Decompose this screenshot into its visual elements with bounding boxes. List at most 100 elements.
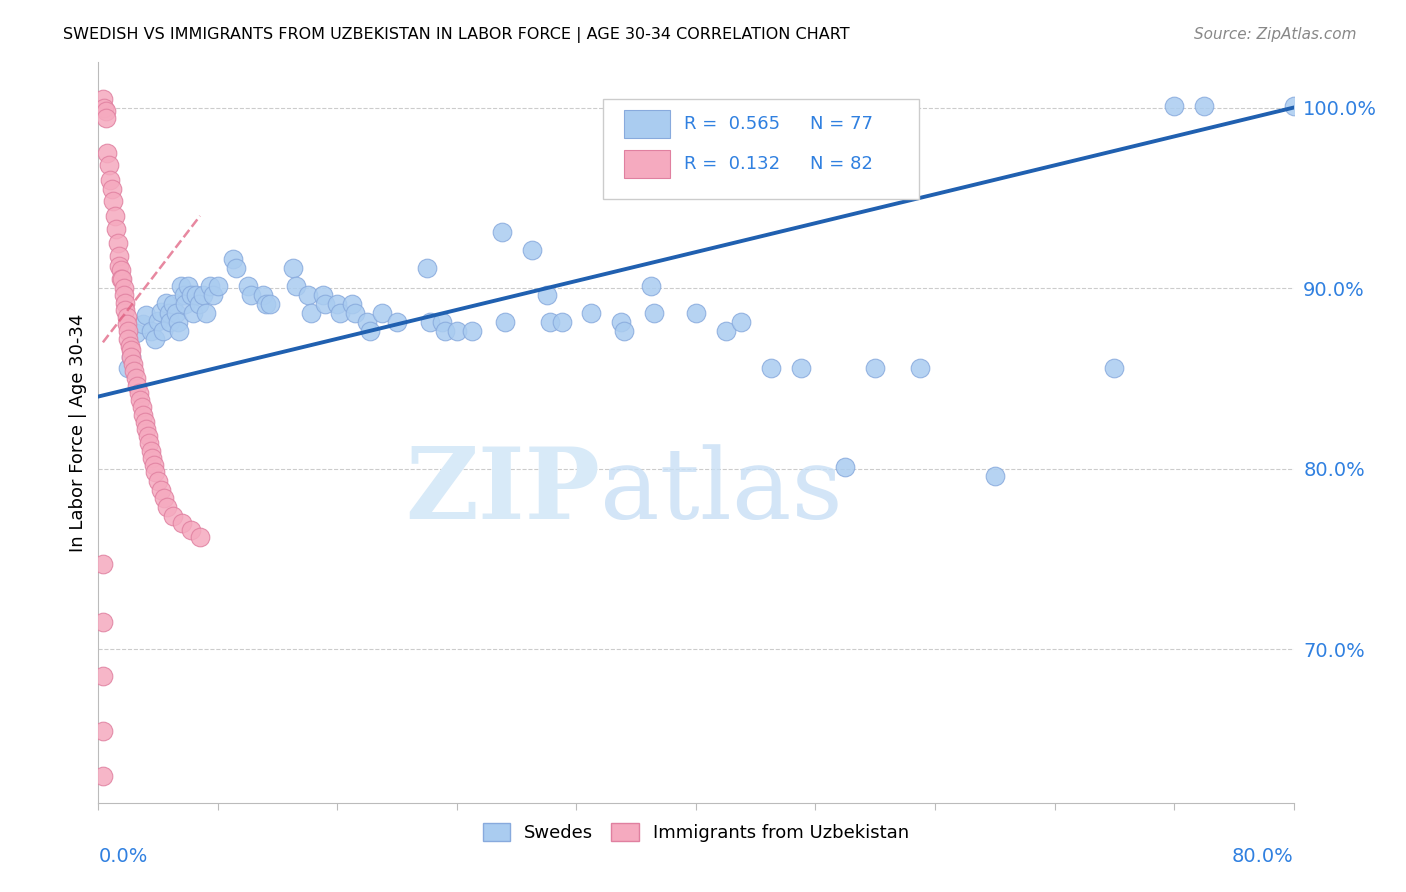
Point: [91, 669, 114, 683]
Bar: [624, 110, 669, 138]
FancyBboxPatch shape: [603, 99, 920, 200]
Point: [174, 297, 197, 311]
Point: [908, 360, 931, 375]
Point: [520, 244, 543, 258]
Point: [581, 306, 603, 320]
Point: [191, 288, 214, 302]
Point: [108, 260, 131, 274]
Point: [110, 263, 132, 277]
Point: [94, 104, 117, 119]
Point: [344, 306, 367, 320]
Point: [162, 508, 184, 523]
Point: [865, 360, 887, 375]
Point: [143, 332, 166, 346]
Point: [643, 306, 665, 320]
Point: [610, 316, 633, 330]
Point: [121, 357, 143, 371]
Point: [430, 316, 453, 330]
Point: [162, 297, 184, 311]
Point: [97, 158, 120, 172]
Point: [114, 295, 136, 310]
Point: [155, 295, 177, 310]
Point: [165, 306, 187, 320]
Point: [181, 306, 204, 320]
Point: [371, 306, 394, 320]
Point: [759, 360, 782, 375]
Point: [136, 429, 159, 443]
Point: [173, 288, 195, 302]
Point: [166, 316, 188, 330]
Point: [139, 325, 162, 339]
Point: [150, 304, 173, 318]
Point: [159, 316, 181, 330]
Point: [108, 249, 131, 263]
Point: [91, 91, 114, 105]
Point: [187, 297, 209, 311]
Point: [115, 318, 138, 332]
Point: [315, 297, 337, 311]
Point: [134, 415, 156, 429]
Point: [142, 458, 165, 472]
Point: [117, 360, 139, 375]
Point: [239, 288, 262, 302]
Point: [101, 182, 124, 196]
Point: [180, 523, 202, 537]
Point: [1192, 99, 1215, 113]
Point: [112, 288, 135, 302]
Point: [91, 558, 114, 572]
Point: [127, 378, 149, 392]
Text: atlas: atlas: [600, 444, 844, 540]
Point: [326, 297, 349, 311]
Point: [299, 306, 322, 320]
Point: [1282, 99, 1305, 113]
Point: [117, 325, 139, 339]
Point: [153, 491, 176, 505]
Point: [156, 500, 179, 514]
Point: [685, 306, 707, 320]
Point: [538, 316, 561, 330]
Point: [252, 288, 274, 302]
Point: [91, 769, 114, 783]
Point: [157, 306, 180, 320]
Point: [184, 288, 207, 302]
Legend: Swedes, Immigrants from Uzbekistan: Swedes, Immigrants from Uzbekistan: [475, 815, 917, 849]
Text: N = 77: N = 77: [810, 115, 873, 133]
Point: [200, 279, 222, 293]
Point: [138, 436, 160, 450]
Point: [105, 221, 128, 235]
Point: [172, 516, 194, 530]
Point: [111, 272, 134, 286]
Point: [180, 288, 202, 302]
Point: [385, 316, 409, 330]
Point: [125, 371, 148, 385]
Text: R =  0.565: R = 0.565: [685, 115, 780, 133]
Point: [259, 297, 281, 311]
Point: [152, 325, 174, 339]
Y-axis label: In Labor Force | Age 30-34: In Labor Force | Age 30-34: [69, 313, 87, 552]
Point: [789, 360, 811, 375]
Point: [120, 350, 142, 364]
Text: N = 82: N = 82: [810, 155, 872, 173]
Bar: [624, 150, 669, 178]
Point: [107, 235, 129, 250]
Point: [117, 332, 139, 346]
Point: [177, 279, 200, 293]
Point: [128, 385, 150, 400]
Point: [169, 279, 191, 293]
Text: SWEDISH VS IMMIGRANTS FROM UZBEKISTAN IN LABOR FORCE | AGE 30-34 CORRELATION CHA: SWEDISH VS IMMIGRANTS FROM UZBEKISTAN IN…: [63, 27, 849, 43]
Point: [984, 469, 1007, 483]
Point: [115, 310, 138, 324]
Point: [356, 316, 378, 330]
Point: [96, 145, 118, 160]
Point: [714, 325, 737, 339]
Point: [91, 615, 114, 630]
Point: [188, 530, 211, 544]
Point: [103, 194, 125, 209]
Text: Source: ZipAtlas.com: Source: ZipAtlas.com: [1194, 27, 1357, 42]
Point: [114, 302, 136, 317]
Point: [148, 475, 170, 489]
Point: [118, 339, 141, 353]
Point: [297, 288, 319, 302]
Point: [135, 308, 157, 322]
Point: [359, 325, 381, 339]
